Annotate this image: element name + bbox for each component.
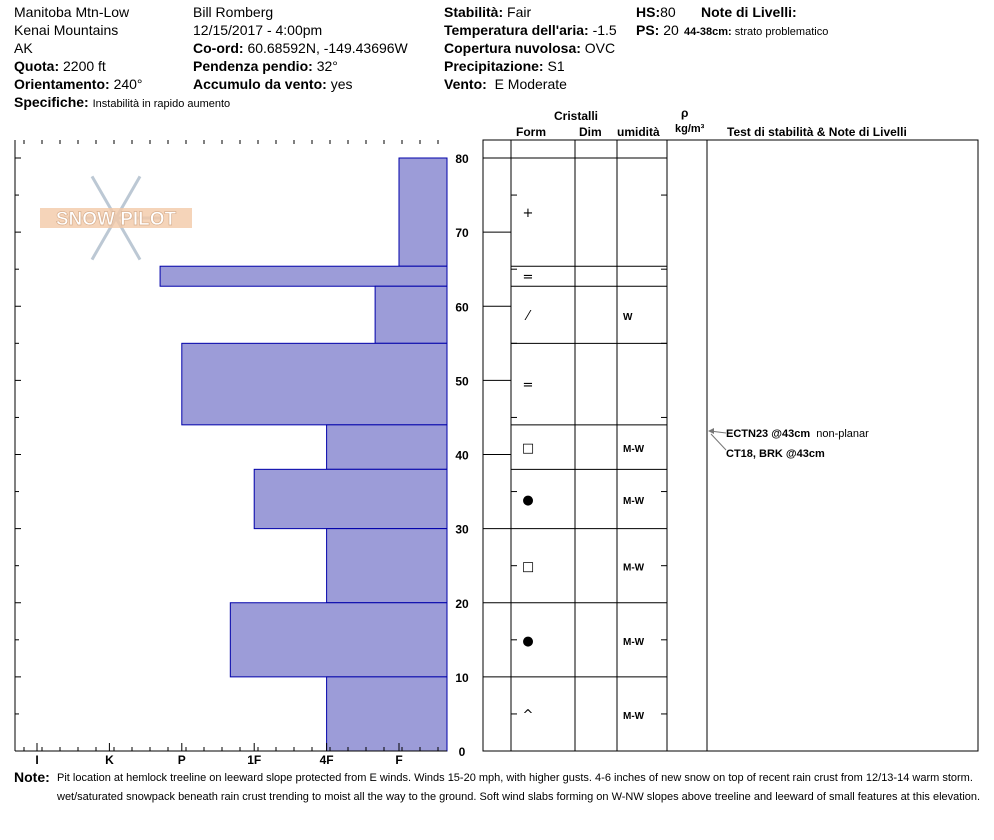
hardness-bar xyxy=(374,285,448,344)
logo-text: SNOW PILOT xyxy=(56,209,177,230)
col-dim: Dim xyxy=(579,125,602,139)
col-tests: Test di stabilità & Note di Livelli xyxy=(727,125,907,139)
site-range: Kenai Mountains xyxy=(14,22,119,38)
arrow-head-icon xyxy=(708,428,714,434)
hardness-bar xyxy=(229,602,448,678)
moisture-value: M-W xyxy=(623,637,645,648)
hardness-bar xyxy=(253,468,448,530)
site-state: AK xyxy=(14,40,33,56)
hardness-bar xyxy=(326,424,448,470)
grain-form-symbol: □ xyxy=(522,441,534,456)
observer-name: Bill Romberg xyxy=(193,4,274,20)
note-label: Note: xyxy=(14,769,50,785)
grain-form-symbol: = xyxy=(523,378,534,393)
elevation: Quota: 2200 ft xyxy=(14,58,106,74)
wind-loading: Accumulo da vento: yes xyxy=(193,76,353,92)
col-moisture: umidità xyxy=(617,125,660,139)
moisture-value: M-W xyxy=(623,444,645,455)
layer-table xyxy=(482,139,979,752)
hardness-bar xyxy=(326,676,448,752)
y-label-30: 30 xyxy=(455,523,469,537)
col-crystals: Cristalli xyxy=(554,109,599,123)
hs: HS:80 xyxy=(636,4,676,20)
y-label-40: 40 xyxy=(455,449,469,463)
y-label-70: 70 xyxy=(455,226,469,240)
y-label-80: 80 xyxy=(455,152,469,166)
layer-notes-title: Note di Livelli: xyxy=(701,4,797,20)
specifics: Specifiche: Instabilità in rapido aument… xyxy=(14,94,231,110)
hardness-bar xyxy=(398,157,448,267)
y-label-20: 20 xyxy=(455,597,469,611)
ps: PS: 20 xyxy=(636,22,679,38)
note-text: Pit location at hemlock treeline on leew… xyxy=(57,772,981,803)
y-label-60: 60 xyxy=(455,300,469,314)
grain-form-symbol: = xyxy=(523,270,534,285)
col-rho: ρ xyxy=(681,106,689,120)
hardness-bar xyxy=(181,342,448,426)
hardness-label-1F: 1F xyxy=(247,753,261,767)
wind: Vento: E Moderate xyxy=(444,76,567,92)
precipitation: Precipitazione: S1 xyxy=(444,58,565,74)
stability: Stabilità: Fair xyxy=(444,4,532,20)
logo-band xyxy=(40,208,192,228)
test-ct: CT18, BRK @43cm xyxy=(726,448,825,460)
hardness-label-4F: 4F xyxy=(320,753,334,767)
grain-form-symbol: ⁄ xyxy=(524,309,532,324)
hardness-bar xyxy=(326,528,448,604)
hardness-label-K: K xyxy=(105,753,114,767)
site-name: Manitoba Mtn-Low xyxy=(14,4,130,20)
y-label-0: 0 xyxy=(459,745,466,759)
col-form: Form xyxy=(516,125,546,139)
grain-form-symbol: ● xyxy=(522,493,533,508)
coordinates: Co-ord: 60.68592N, -149.43696W xyxy=(193,40,408,56)
sky-cover: Copertura nuvolosa: OVC xyxy=(444,40,616,56)
test-arrow xyxy=(710,433,727,451)
hardness-label-P: P xyxy=(178,753,186,767)
hardness-bar xyxy=(159,265,448,287)
hardness-label-I: I xyxy=(35,753,38,767)
col-density: kg/m³ xyxy=(675,123,705,135)
grain-form-symbol: + xyxy=(523,206,534,221)
datetime: 12/15/2017 - 4:00pm xyxy=(193,22,323,38)
hardness-label-F: F xyxy=(395,753,402,767)
moisture-value: W xyxy=(623,312,633,323)
grain-form-symbol: ● xyxy=(522,634,533,649)
y-label-10: 10 xyxy=(455,671,469,685)
aspect: Orientamento: 240° xyxy=(14,76,143,92)
air-temp: Temperatura dell'aria: -1.5 xyxy=(444,22,617,38)
y-label-50: 50 xyxy=(455,374,469,388)
moisture-value: M-W xyxy=(623,563,645,574)
grain-form-symbol: □ xyxy=(522,560,534,575)
moisture-value: M-W xyxy=(623,711,645,722)
test-ectn: ECTN23 @43cm non-planar xyxy=(726,428,869,440)
layer-note: 44-38cm: strato problematico xyxy=(684,26,829,38)
grain-form-symbol: ^ xyxy=(523,708,534,723)
slope: Pendenza pendio: 32° xyxy=(193,58,338,74)
moisture-value: M-W xyxy=(623,496,645,507)
